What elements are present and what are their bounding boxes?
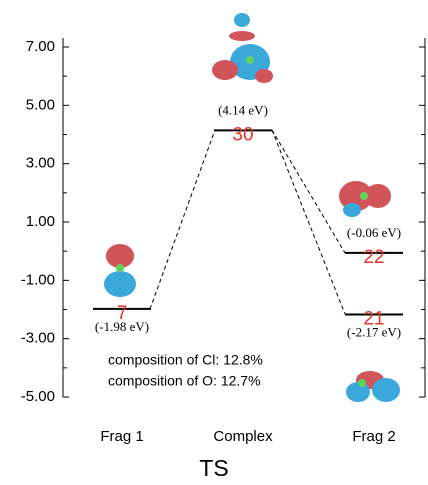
connectors — [149, 129, 346, 315]
orbital-images — [104, 13, 400, 402]
orbital-number: 21 — [363, 308, 384, 329]
energy-label: (-1.98 eV) — [95, 319, 149, 334]
energy-label: (-0.06 eV) — [347, 225, 401, 240]
x-category-label: Frag 1 — [100, 428, 143, 445]
annotation: composition of Cl: 12.8% — [108, 352, 263, 368]
y-tick-label: 3.00 — [26, 155, 55, 172]
y-tick-label: -5.00 — [21, 388, 55, 405]
y-tick-label: 5.00 — [26, 96, 55, 113]
chart-title: TS — [199, 455, 228, 481]
y-tick-label: -1.00 — [21, 271, 55, 288]
x-category-label: Complex — [213, 428, 273, 445]
x-category-label: Frag 2 — [352, 428, 395, 445]
orbital-number: 30 — [232, 124, 253, 145]
y-tick-label: 1.00 — [26, 213, 55, 230]
annotation: composition of O: 12.7% — [108, 373, 261, 389]
y-tick-label: -3.00 — [21, 330, 55, 347]
energy-label: (4.14 eV) — [218, 102, 268, 117]
y-tick-label: 7.00 — [26, 38, 55, 55]
orbital-number: 7 — [117, 303, 128, 324]
orbital-number: 22 — [363, 247, 384, 268]
energy-label: (-2.17 eV) — [347, 324, 401, 339]
